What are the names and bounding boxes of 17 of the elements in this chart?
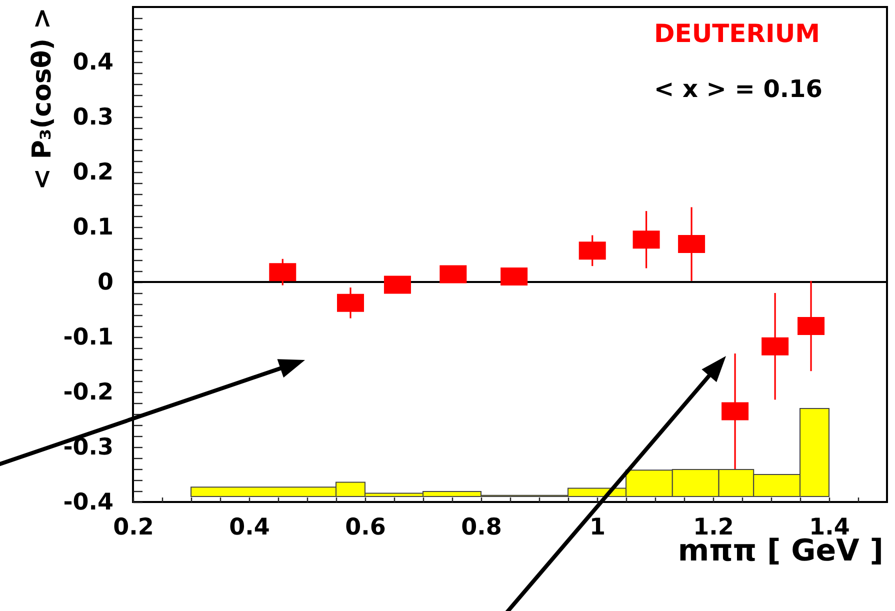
y-tick-label: 0	[97, 270, 114, 296]
x-tick-label: 0.6	[345, 514, 386, 540]
y-tick-label: -0.1	[63, 324, 114, 350]
y-tick-label: -0.3	[63, 434, 114, 460]
text: DEUTERIUM	[654, 19, 820, 48]
annotation: < x > = 0.16	[654, 75, 822, 103]
y-axis-title: < P₃(cosθ) >	[28, 8, 58, 190]
y-tick-label: -0.4	[63, 490, 114, 516]
y-tick-label: 0.4	[72, 50, 114, 76]
y-tick-label: 0.2	[72, 160, 114, 186]
y-tick-label: -0.2	[63, 380, 114, 406]
x-tick-label: 0.4	[229, 514, 270, 540]
x-tick-label: 1	[589, 514, 606, 540]
x-tick-label: 0.8	[461, 514, 502, 540]
y-tick-label: 0.1	[72, 214, 114, 240]
x-tick-label: 0.2	[113, 514, 154, 540]
y-tick-label: 0.3	[72, 104, 114, 130]
